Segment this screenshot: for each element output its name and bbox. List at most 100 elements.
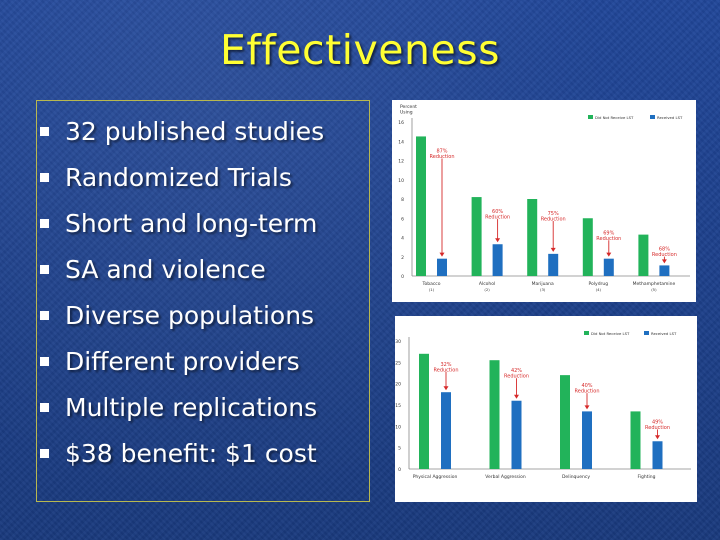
- bar-did-not-receive: [489, 360, 500, 469]
- bullet-item: Multiple replications: [36, 384, 324, 430]
- reduction-annotation: 40% Reduction: [575, 383, 600, 395]
- bullet-square-icon: [40, 126, 49, 136]
- bullet-item: Randomized Trials: [36, 154, 324, 200]
- bullet-item: Short and long-term: [36, 200, 324, 246]
- bullet-square-icon: [40, 356, 49, 366]
- bullet-item: 32 published studies: [36, 108, 324, 154]
- bar-received: [441, 392, 451, 469]
- x-tick-label: Methamphetamine: [633, 281, 676, 287]
- x-tick-sublabel: (5): [651, 287, 657, 292]
- reduction-arrowhead: [661, 259, 667, 264]
- reduction-annotation: 42% Reduction: [504, 368, 529, 380]
- y-tick-label: 0: [398, 467, 401, 473]
- bar-received: [603, 258, 614, 276]
- x-tick-sublabel: (1): [429, 287, 435, 292]
- legend-swatch-green: [584, 331, 589, 335]
- y-tick-label: 15: [395, 403, 401, 409]
- y-tick-label: 30: [395, 339, 401, 345]
- bullet-text: SA and violence: [65, 254, 266, 284]
- bar-did-not-receive: [638, 234, 649, 276]
- y-tick-label: 2: [401, 255, 404, 261]
- x-tick-label: Physical Aggression: [413, 474, 458, 480]
- y-tick-label: 25: [395, 360, 401, 366]
- bullet-text: Different providers: [65, 346, 300, 376]
- bar-received: [492, 244, 503, 276]
- y-tick-label: 0: [401, 274, 404, 280]
- bullet-item: $38 benefit: $1 cost: [36, 430, 324, 476]
- substance-use-chart-panel: 0 2 4 6 8 10 12 14 16 Percent Using Did Not Receive…: [392, 100, 696, 302]
- y-tick-label: 20: [395, 382, 401, 388]
- bar-received: [659, 265, 670, 276]
- bar-did-not-receive: [419, 353, 429, 469]
- bullet-item: Diverse populations: [36, 292, 324, 338]
- legend-label: Did Not Receive LST: [595, 115, 634, 120]
- bullet-item: SA and violence: [36, 246, 324, 292]
- x-tick-label: Fighting: [638, 474, 656, 480]
- bullet-square-icon: [40, 218, 49, 228]
- bar-did-not-receive: [582, 218, 593, 276]
- x-tick-sublabel: (4): [596, 287, 602, 292]
- reduction-annotation: 68% Reduction: [652, 247, 677, 258]
- x-tick-sublabel: (2): [484, 287, 490, 292]
- reduction-arrowhead: [655, 435, 660, 440]
- bar-received: [652, 441, 663, 469]
- reduction-annotation: 87% Reduction: [430, 148, 455, 160]
- y-tick-label: 4: [401, 236, 404, 242]
- reduction-arrowhead: [550, 247, 556, 252]
- x-tick-label: Polydrug: [588, 281, 608, 287]
- y-tick-label: 16: [398, 120, 404, 126]
- bar-received: [437, 258, 447, 276]
- y-tick-label: 6: [401, 216, 404, 222]
- y-tick-label: 8: [401, 197, 404, 203]
- legend-label: Received LST: [657, 115, 683, 120]
- reduction-arrowhead: [495, 238, 501, 243]
- bar-did-not-receive: [471, 197, 482, 276]
- bullet-square-icon: [40, 402, 49, 412]
- reduction-arrowhead: [514, 394, 519, 399]
- y-tick-label: 14: [398, 139, 404, 145]
- violence-chart-panel: 0 5 10 15 20 25 30 Did Not Receive LST Received …: [395, 316, 697, 502]
- reduction-annotation: 49% Reduction: [645, 419, 670, 431]
- x-tick-label: Tobacco: [421, 281, 440, 287]
- reduction-annotation: 75% Reduction: [541, 211, 566, 223]
- x-tick-sublabel: (3): [540, 287, 546, 292]
- y-tick-label: 5: [398, 446, 401, 452]
- slide-title: Effectiveness: [220, 26, 500, 74]
- bar-received: [511, 400, 522, 469]
- y-tick-label: 10: [398, 178, 404, 184]
- bar-did-not-receive: [527, 199, 538, 276]
- bullet-text: Short and long-term: [65, 208, 318, 238]
- y-axis-label: Percent Using: [400, 104, 417, 116]
- reduction-arrowhead: [439, 252, 445, 257]
- x-tick-label: Marijuana: [532, 281, 554, 287]
- reduction-arrowhead: [584, 405, 590, 410]
- x-tick-label: Verbal Aggression: [485, 474, 526, 480]
- reduction-arrowhead: [606, 252, 612, 257]
- reduction-arrowhead: [443, 386, 449, 391]
- bullet-list: 32 published studies Randomized Trials S…: [36, 108, 324, 476]
- substance-use-chart: 0 2 4 6 8 10 12 14 16 Percent Using Did Not Receive…: [398, 104, 690, 292]
- bar-did-not-receive: [560, 375, 570, 469]
- bullet-square-icon: [40, 310, 49, 320]
- bullet-text: $38 benefit: $1 cost: [65, 438, 317, 468]
- reduction-annotation: 60% Reduction: [485, 209, 510, 221]
- bullet-text: Diverse populations: [65, 300, 315, 330]
- y-tick-label: 12: [398, 159, 404, 165]
- bar-did-not-receive: [416, 136, 426, 276]
- bullet-item: Different providers: [36, 338, 324, 384]
- bar-did-not-receive: [630, 411, 641, 469]
- bar-received: [548, 253, 559, 276]
- legend-swatch-blue: [644, 331, 649, 335]
- legend-label: Did Not Receive LST: [591, 331, 630, 336]
- x-tick-label: Delinquency: [562, 474, 590, 480]
- bullet-square-icon: [40, 172, 49, 182]
- legend-swatch-green: [588, 115, 593, 119]
- bullet-text: Multiple replications: [65, 392, 318, 422]
- bullet-square-icon: [40, 264, 49, 274]
- y-tick-label: 10: [395, 424, 401, 430]
- legend-swatch-blue: [650, 115, 655, 119]
- bullet-text: Randomized Trials: [65, 162, 292, 192]
- violence-chart: 0 5 10 15 20 25 30 Did Not Receive LST Received …: [395, 331, 691, 480]
- reduction-annotation: 69% Reduction: [596, 230, 621, 242]
- bullet-text: 32 published studies: [65, 116, 325, 146]
